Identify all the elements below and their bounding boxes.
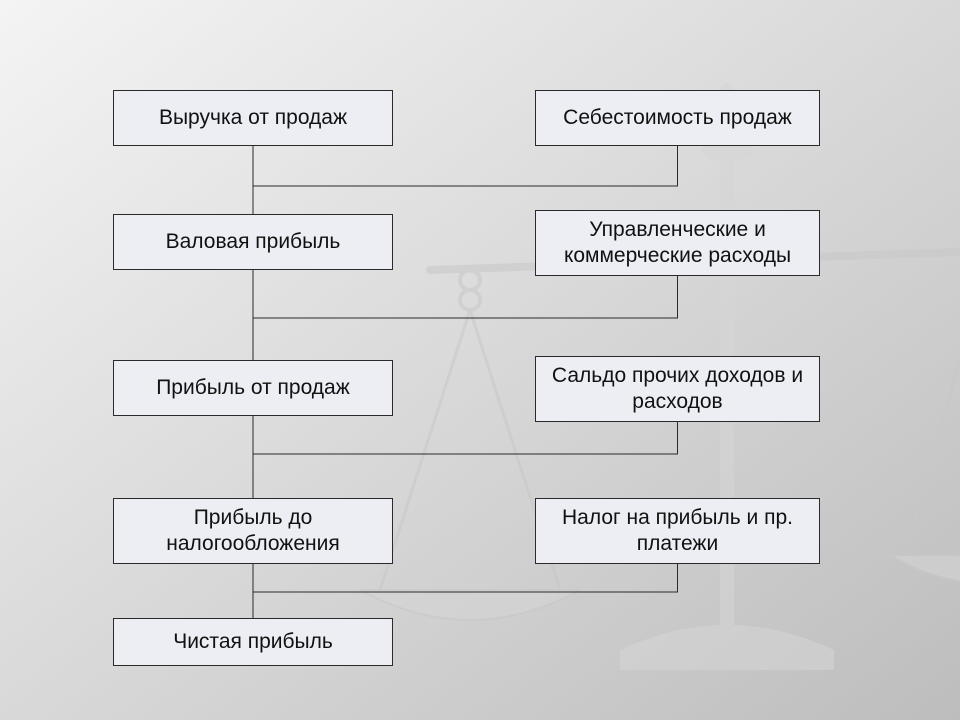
node-sales-profit: Прибыль от продаж [113, 360, 393, 416]
node-label: Управленческие и коммерческие расходы [544, 217, 811, 270]
node-label: Себестоимость продаж [563, 105, 792, 131]
node-label: Сальдо прочих доходов и расходов [544, 363, 811, 416]
edge [253, 422, 678, 454]
node-label: Чистая прибыль [173, 629, 333, 655]
node-tax-payments: Налог на прибыль и пр. платежи [535, 498, 820, 564]
node-admin-commercial: Управленческие и коммерческие расходы [535, 210, 820, 276]
node-revenue: Выручка от продаж [113, 90, 393, 146]
edge [253, 146, 678, 186]
node-label: Прибыль от продаж [156, 375, 350, 401]
node-other-balance: Сальдо прочих доходов и расходов [535, 356, 820, 422]
diagram-stage: Выручка от продаж Себестоимость продаж В… [0, 0, 960, 720]
node-cost-of-sales: Себестоимость продаж [535, 90, 820, 146]
node-label: Валовая прибыль [166, 229, 341, 255]
edge [253, 276, 678, 318]
node-net-profit: Чистая прибыль [113, 618, 393, 666]
node-label: Налог на прибыль и пр. платежи [544, 505, 811, 558]
node-label: Прибыль до налогообложения [122, 505, 384, 558]
node-pre-tax-profit: Прибыль до налогообложения [113, 498, 393, 564]
node-label: Выручка от продаж [159, 105, 347, 131]
node-gross-profit: Валовая прибыль [113, 214, 393, 270]
edge [253, 564, 678, 592]
